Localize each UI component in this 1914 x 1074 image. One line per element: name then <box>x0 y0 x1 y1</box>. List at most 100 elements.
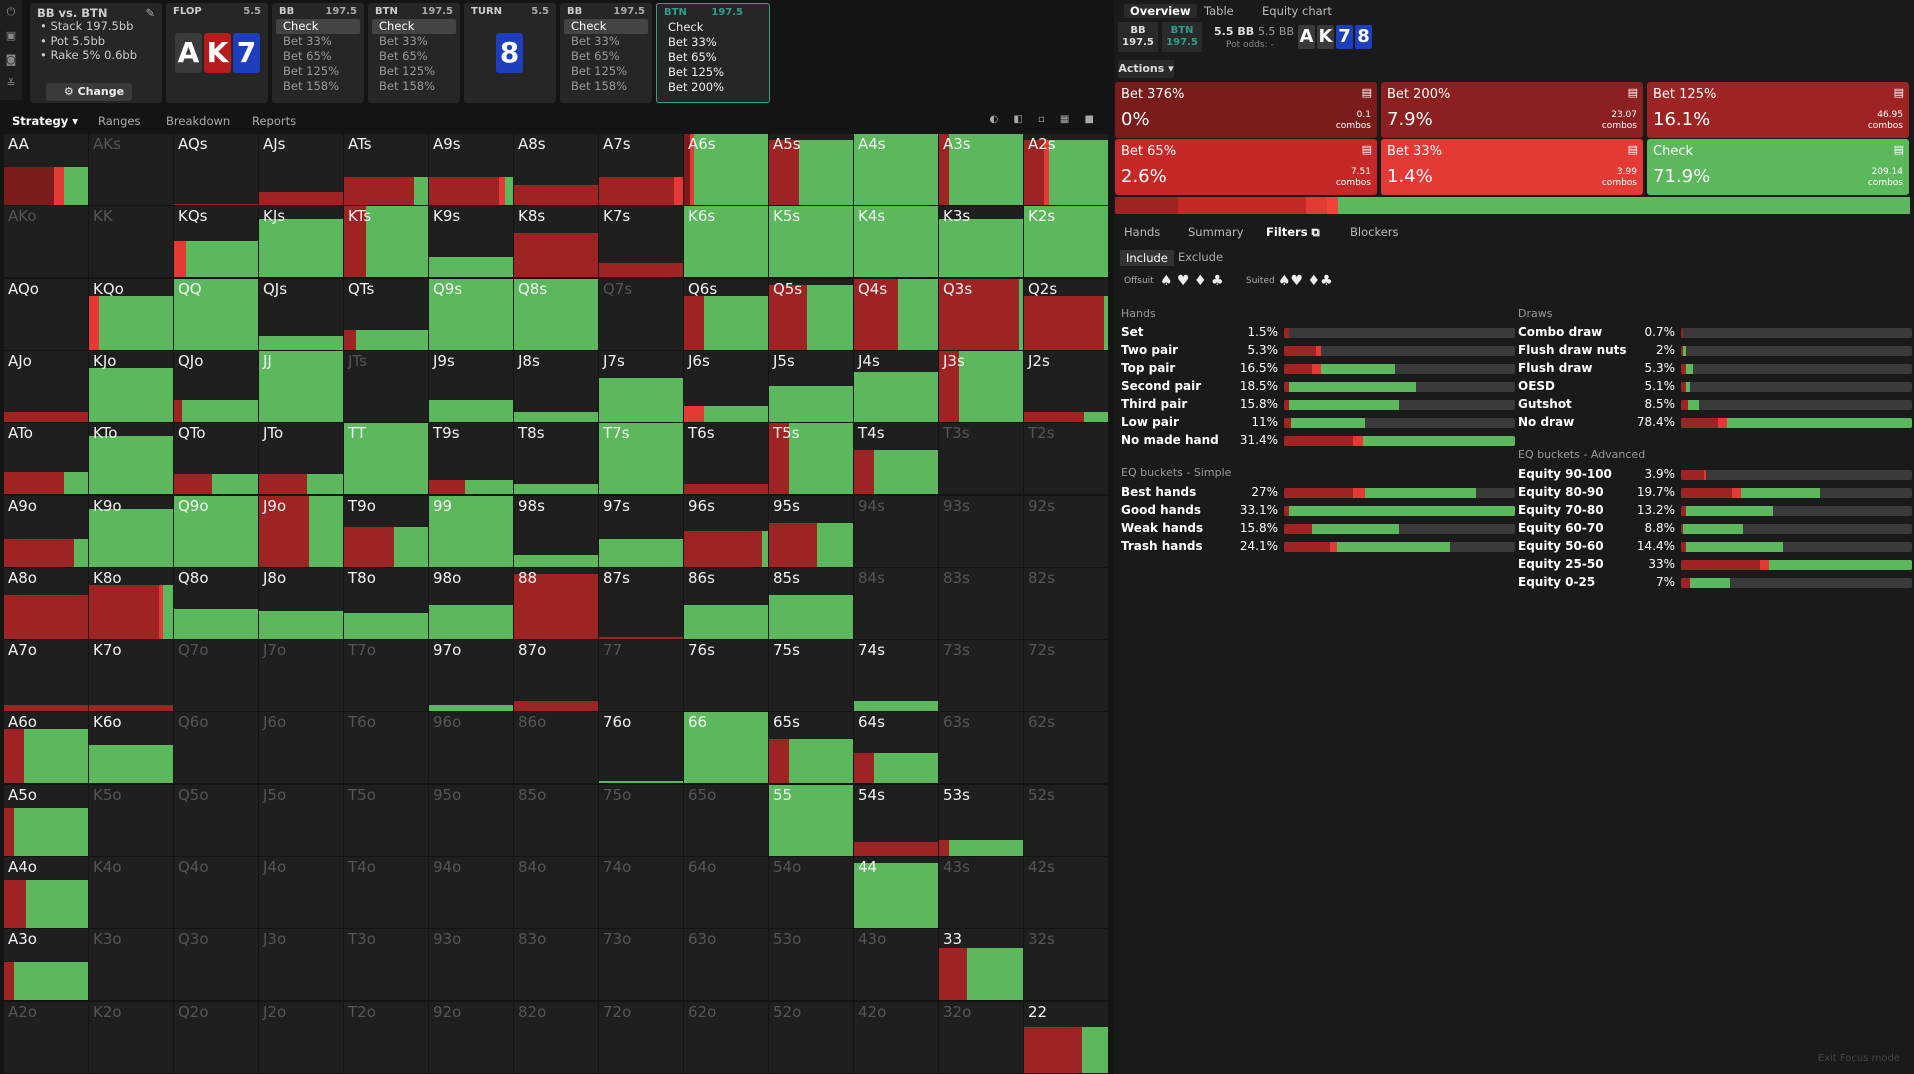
hand-cell[interactable]: 97s <box>599 495 683 567</box>
hand-cell[interactable]: K4o <box>89 857 173 928</box>
hand-cell[interactable]: Q9o <box>174 495 258 567</box>
note-icon[interactable]: ▤ <box>1627 143 1638 156</box>
hand-cell[interactable]: 87o <box>514 640 598 712</box>
hand-cell[interactable]: J6s <box>684 350 768 422</box>
hand-cell[interactable]: 73o <box>599 929 683 1001</box>
hand-cell[interactable]: K7o <box>89 640 173 712</box>
hand-cell[interactable]: 52s <box>1024 784 1108 856</box>
edit-icon[interactable]: ✎ <box>145 6 155 20</box>
action-box[interactable]: Bet 200% ▤ 7.9% 23.07 combos <box>1381 82 1643 138</box>
tab-blockers[interactable]: Blockers <box>1350 225 1399 239</box>
hand-cell[interactable]: Q6s <box>684 278 768 350</box>
hand-cell[interactable]: 64s <box>854 712 938 784</box>
hand-cell[interactable]: T4o <box>344 857 428 928</box>
hand-cell[interactable]: J4o <box>259 857 343 928</box>
hand-cell[interactable]: 62o <box>684 1001 768 1073</box>
hand-cell[interactable]: 86s <box>684 567 768 639</box>
hand-cell[interactable]: J5s <box>769 350 853 422</box>
hand-cell[interactable]: J7o <box>259 640 343 712</box>
hand-cell[interactable]: 92o <box>429 1001 513 1073</box>
hand-cell[interactable]: 72s <box>1024 640 1108 712</box>
hand-cell[interactable]: KTo <box>89 423 173 495</box>
hand-cell[interactable]: J2s <box>1024 350 1108 422</box>
tab-ranges[interactable]: Ranges <box>98 114 141 128</box>
hand-cell[interactable]: 85s <box>769 567 853 639</box>
save-icon[interactable]: ▣ <box>5 29 17 42</box>
hand-cell[interactable]: AQs <box>174 134 258 205</box>
action-box[interactable]: Check ▤ 71.9% 209.14 combos <box>1647 139 1909 195</box>
hand-cell[interactable]: 43o <box>854 929 938 1001</box>
hand-cell[interactable]: A2o <box>4 1001 88 1073</box>
hand-cell[interactable]: 53s <box>939 784 1023 856</box>
hand-cell[interactable]: J8s <box>514 350 598 422</box>
hand-cell[interactable]: 62s <box>1024 712 1108 784</box>
change-button[interactable]: ⚙ Change <box>46 83 132 101</box>
hand-cell[interactable]: 33 <box>939 929 1023 1001</box>
hand-cell[interactable]: JTo <box>259 423 343 495</box>
hand-cell[interactable]: K8o <box>89 567 173 639</box>
hand-cell[interactable]: 66 <box>684 712 768 784</box>
hand-cell[interactable]: T9o <box>344 495 428 567</box>
hand-cell[interactable]: J7s <box>599 350 683 422</box>
hand-cell[interactable]: T9s <box>429 423 513 495</box>
hand-cell[interactable]: K3o <box>89 929 173 1001</box>
exclude-button[interactable]: Exclude <box>1178 250 1224 264</box>
hand-cell[interactable]: T3s <box>939 423 1023 495</box>
action-option[interactable]: Bet 200% <box>668 80 725 94</box>
hand-cell[interactable]: AA <box>4 134 88 205</box>
hand-cell[interactable]: 55 <box>769 784 853 856</box>
hand-cell[interactable]: A3s <box>939 134 1023 205</box>
action-option[interactable]: Check <box>668 20 704 34</box>
hand-cell[interactable]: 98s <box>514 495 598 567</box>
hand-cell[interactable]: A8s <box>514 134 598 205</box>
hand-cell[interactable]: J3o <box>259 929 343 1001</box>
tab-reports[interactable]: Reports <box>252 114 297 128</box>
hand-cell[interactable]: QTo <box>174 423 258 495</box>
tab-overview[interactable]: Overview <box>1124 4 1197 18</box>
hand-cell[interactable]: K7s <box>599 206 683 278</box>
hand-cell[interactable]: J9o <box>259 495 343 567</box>
hand-cell[interactable]: 87s <box>599 567 683 639</box>
hand-cell[interactable]: TT <box>344 423 428 495</box>
hand-cell[interactable]: 94o <box>429 857 513 928</box>
hand-cell[interactable]: T7o <box>344 640 428 712</box>
hand-cell[interactable]: 92s <box>1024 495 1108 567</box>
hand-cell[interactable]: K6o <box>89 712 173 784</box>
hand-cell[interactable]: KJs <box>259 206 343 278</box>
hand-cell[interactable]: T8o <box>344 567 428 639</box>
hand-cell[interactable]: JJ <box>259 350 343 422</box>
include-button[interactable]: Include <box>1120 250 1174 266</box>
hand-cell[interactable]: QJs <box>259 278 343 350</box>
layers-icon[interactable]: ≚ <box>6 77 16 90</box>
note-icon[interactable]: ▤ <box>1893 143 1904 156</box>
hand-cell[interactable]: J8o <box>259 567 343 639</box>
hand-cell[interactable]: 94s <box>854 495 938 567</box>
hand-cell[interactable]: Q2o <box>174 1001 258 1073</box>
hand-cell[interactable]: 52o <box>769 1001 853 1073</box>
power-icon[interactable]: ⏻ <box>6 5 16 18</box>
action-option[interactable]: Check <box>372 19 456 34</box>
hand-cell[interactable]: QQ <box>174 278 258 350</box>
action-option[interactable]: Check <box>564 19 648 34</box>
tab-breakdown[interactable]: Breakdown <box>166 114 231 128</box>
hand-cell[interactable]: T5s <box>769 423 853 495</box>
hand-cell[interactable]: 96o <box>429 712 513 784</box>
hand-cell[interactable]: A8o <box>4 567 88 639</box>
hand-cell[interactable]: T2o <box>344 1001 428 1073</box>
hand-cell[interactable]: 83o <box>514 929 598 1001</box>
hand-cell[interactable]: 54o <box>769 857 853 928</box>
hand-cell[interactable]: AJo <box>4 350 88 422</box>
hand-cell[interactable]: A3o <box>4 929 88 1001</box>
hand-cell[interactable]: A2s <box>1024 134 1108 205</box>
hand-cell[interactable]: KJo <box>89 350 173 422</box>
hand-cell[interactable]: T6o <box>344 712 428 784</box>
hand-cell[interactable]: 82o <box>514 1001 598 1073</box>
hand-cell[interactable]: K8s <box>514 206 598 278</box>
hand-cell[interactable]: ATs <box>344 134 428 205</box>
hand-cell[interactable]: AKo <box>4 206 88 278</box>
action-box[interactable]: Bet 33% ▤ 1.4% 3.99 combos <box>1381 139 1643 195</box>
hand-cell[interactable]: 75s <box>769 640 853 712</box>
turn-panel[interactable]: TURN 5.5 8 <box>464 3 556 103</box>
hand-cell[interactable]: J3s <box>939 350 1023 422</box>
hand-cell[interactable]: Q2s <box>1024 278 1108 350</box>
